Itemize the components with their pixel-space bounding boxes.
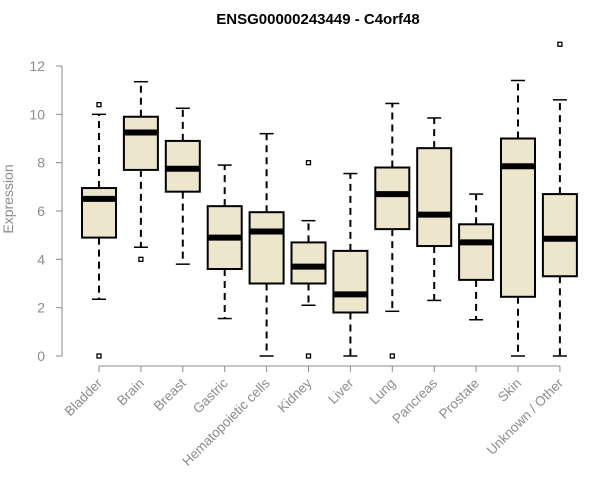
outlier-point	[96, 353, 102, 359]
x-tick-label: Skin	[495, 376, 524, 405]
box-gastric	[206, 164, 243, 320]
box-prostate	[458, 193, 495, 321]
y-tick-label: 12	[29, 58, 45, 74]
boxes-group	[81, 41, 578, 359]
outlier-point	[557, 41, 563, 47]
iqr-box	[248, 211, 285, 285]
outlier-point	[305, 353, 312, 359]
box-kidney	[290, 160, 327, 359]
y-axis: 0 2 4 6 8 10 12	[29, 58, 63, 364]
iqr-box	[81, 187, 117, 239]
iqr-box	[541, 193, 578, 278]
box-hematopoietic-cells	[248, 132, 285, 357]
x-tick-label: Pancreas	[389, 375, 440, 426]
y-tick-label: 4	[37, 251, 45, 267]
iqr-box	[122, 115, 159, 171]
box-bladder	[81, 102, 117, 359]
iqr-box	[416, 147, 453, 248]
y-tick-label: 2	[37, 300, 45, 316]
iqr-box	[332, 249, 369, 314]
outlier-point	[305, 160, 312, 166]
y-tick-label: 6	[37, 203, 45, 219]
iqr-box	[290, 241, 327, 285]
box-brain	[122, 80, 159, 262]
box-breast	[164, 107, 201, 265]
iqr-box	[458, 223, 495, 281]
x-tick-label: Bladder	[62, 375, 106, 419]
x-tick-label: Lung	[367, 376, 399, 408]
x-tick-label: Unknown / Other	[484, 375, 567, 458]
iqr-box	[374, 166, 411, 231]
x-tick-label: Gastric	[190, 375, 231, 416]
y-tick-label: 8	[37, 155, 45, 171]
box-pancreas	[416, 117, 453, 302]
box-liver	[332, 172, 369, 357]
outlier-point	[96, 102, 102, 108]
chart-title: ENSG00000243449 - C4orf48	[216, 11, 419, 28]
outlier-point	[138, 256, 144, 262]
x-tick-label: Breast	[151, 375, 189, 413]
outlier-point	[389, 353, 395, 359]
iqr-box	[500, 137, 536, 298]
y-axis-label: Expression	[0, 164, 16, 233]
box-unknown-other	[541, 41, 578, 357]
box-skin	[500, 79, 536, 357]
x-tick-label: Brain	[114, 376, 147, 409]
y-tick-label: 10	[29, 106, 45, 122]
x-tick-label: Kidney	[275, 375, 315, 415]
y-tick-label: 0	[37, 348, 45, 364]
box-lung	[374, 102, 411, 359]
x-tick-label: Liver	[325, 375, 357, 407]
x-tick-label: Prostate	[436, 376, 482, 422]
